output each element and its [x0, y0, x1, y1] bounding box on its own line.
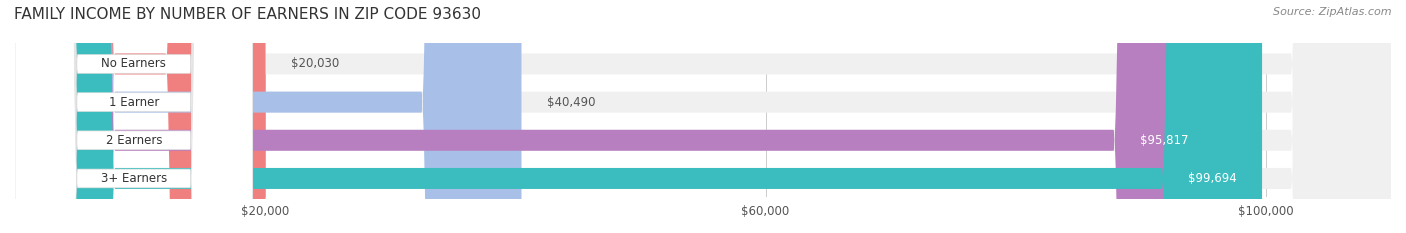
FancyBboxPatch shape: [15, 0, 266, 233]
FancyBboxPatch shape: [15, 0, 1391, 233]
Text: 1 Earner: 1 Earner: [108, 96, 159, 109]
Text: FAMILY INCOME BY NUMBER OF EARNERS IN ZIP CODE 93630: FAMILY INCOME BY NUMBER OF EARNERS IN ZI…: [14, 7, 481, 22]
Text: Source: ZipAtlas.com: Source: ZipAtlas.com: [1274, 7, 1392, 17]
Text: $95,817: $95,817: [1140, 134, 1188, 147]
Text: No Earners: No Earners: [101, 58, 166, 70]
FancyBboxPatch shape: [15, 0, 522, 233]
FancyBboxPatch shape: [15, 0, 1391, 233]
FancyBboxPatch shape: [15, 0, 253, 233]
Text: $40,490: $40,490: [547, 96, 595, 109]
FancyBboxPatch shape: [15, 0, 1391, 233]
FancyBboxPatch shape: [15, 0, 1263, 233]
Text: 2 Earners: 2 Earners: [105, 134, 162, 147]
Text: $20,030: $20,030: [291, 58, 339, 70]
FancyBboxPatch shape: [15, 0, 1213, 233]
FancyBboxPatch shape: [15, 0, 1391, 233]
FancyBboxPatch shape: [15, 0, 253, 233]
FancyBboxPatch shape: [15, 0, 253, 233]
FancyBboxPatch shape: [15, 0, 253, 233]
Text: $99,694: $99,694: [1188, 172, 1237, 185]
Text: 3+ Earners: 3+ Earners: [101, 172, 167, 185]
